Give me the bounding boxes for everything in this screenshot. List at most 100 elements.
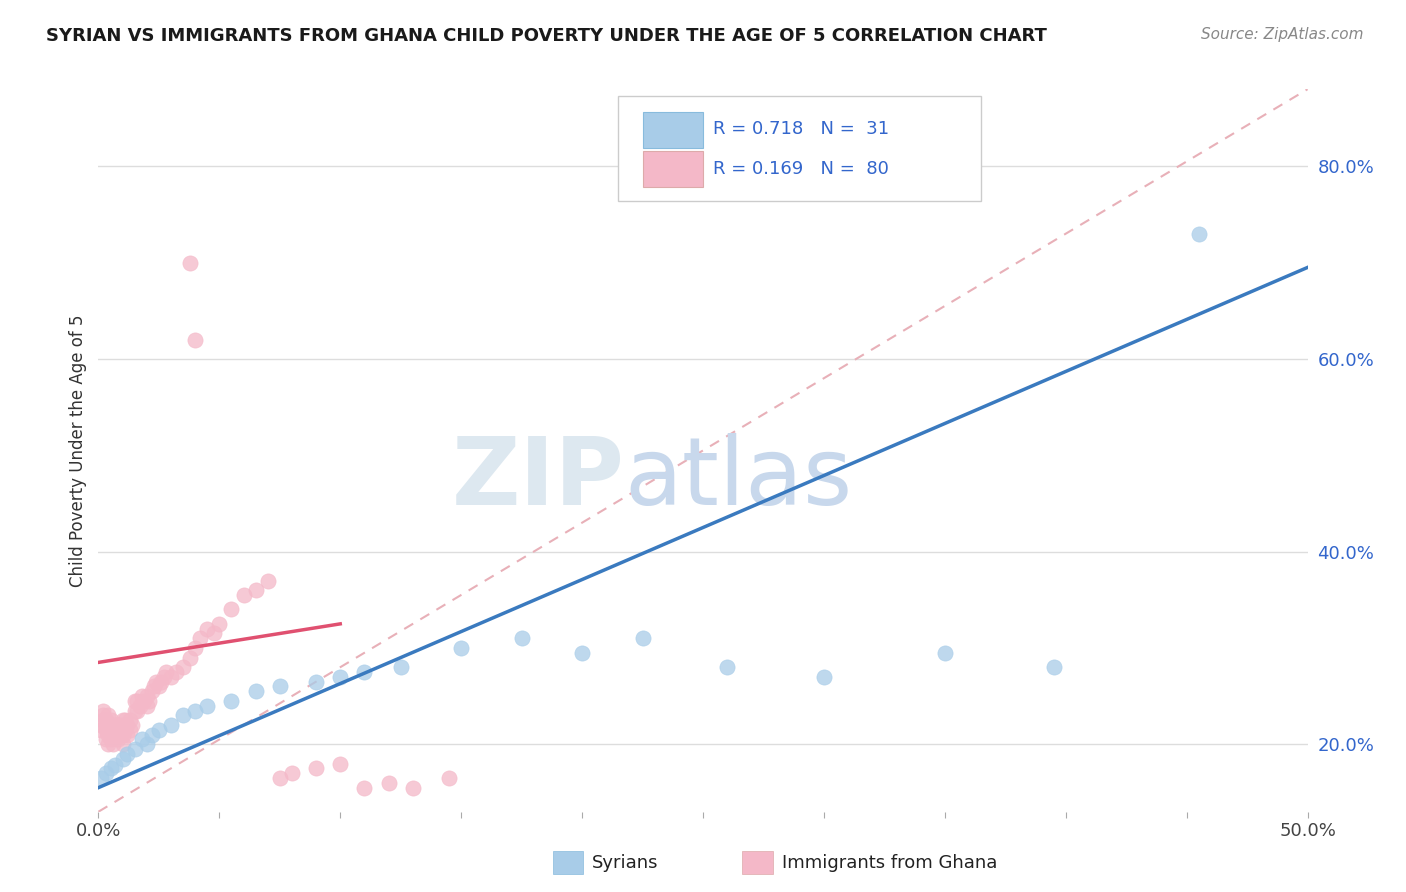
Point: [128, 698, 150, 713]
Point: [1042, 660, 1064, 674]
Point: [91, 708, 114, 723]
Point: [107, 723, 129, 737]
Point: [127, 694, 149, 708]
Point: [100, 723, 122, 737]
Point: [100, 732, 122, 747]
Point: [329, 756, 352, 771]
Point: [184, 333, 207, 347]
Point: [148, 680, 170, 694]
Point: [232, 588, 254, 602]
Point: [152, 670, 174, 684]
Point: [208, 616, 231, 631]
Point: [179, 255, 201, 269]
Point: [155, 665, 177, 679]
Point: [108, 718, 131, 732]
Point: [269, 771, 291, 785]
Point: [124, 694, 146, 708]
Point: [104, 758, 127, 772]
Point: [107, 732, 129, 747]
Point: [101, 723, 124, 737]
Point: [245, 583, 267, 598]
Point: [135, 698, 157, 713]
Text: R = 0.718   N =  31: R = 0.718 N = 31: [713, 120, 889, 138]
Point: [184, 704, 207, 718]
Text: Syrians: Syrians: [592, 854, 658, 871]
Point: [111, 713, 134, 727]
Point: [437, 771, 460, 785]
Point: [329, 670, 352, 684]
Point: [150, 674, 173, 689]
Point: [131, 732, 153, 747]
Point: [124, 704, 146, 718]
Text: Immigrants from Ghana: Immigrants from Ghana: [782, 854, 997, 871]
Point: [97, 728, 120, 742]
Point: [100, 718, 122, 732]
Point: [353, 665, 375, 679]
Point: [184, 640, 207, 655]
Point: [135, 689, 157, 703]
Text: Source: ZipAtlas.com: Source: ZipAtlas.com: [1201, 27, 1364, 42]
Point: [91, 704, 114, 718]
Point: [305, 674, 328, 689]
Point: [118, 723, 141, 737]
Point: [510, 632, 533, 646]
Text: R = 0.169   N =  80: R = 0.169 N = 80: [713, 160, 889, 178]
Point: [269, 680, 291, 694]
FancyBboxPatch shape: [643, 151, 703, 186]
Point: [141, 728, 163, 742]
Point: [134, 694, 156, 708]
Point: [117, 718, 139, 732]
Point: [117, 728, 139, 742]
Point: [108, 723, 131, 737]
Point: [135, 737, 157, 751]
Point: [143, 680, 166, 694]
Point: [111, 718, 134, 732]
Point: [813, 670, 835, 684]
Point: [118, 713, 141, 727]
Point: [111, 728, 134, 742]
Point: [94, 766, 117, 780]
Point: [281, 766, 304, 780]
Point: [107, 718, 129, 732]
Point: [195, 698, 218, 713]
Point: [97, 718, 120, 732]
Point: [97, 737, 120, 751]
Point: [117, 747, 139, 761]
Point: [100, 761, 122, 775]
Point: [221, 694, 243, 708]
Point: [221, 602, 243, 616]
Y-axis label: Child Poverty Under the Age of 5: Child Poverty Under the Age of 5: [69, 314, 87, 587]
Point: [90, 718, 112, 732]
Point: [571, 646, 593, 660]
Point: [148, 723, 170, 737]
FancyBboxPatch shape: [619, 96, 981, 202]
Text: atlas: atlas: [624, 434, 852, 525]
Point: [165, 665, 187, 679]
Point: [245, 684, 267, 698]
Point: [204, 626, 226, 640]
Point: [141, 684, 163, 698]
Point: [127, 704, 149, 718]
Point: [160, 718, 183, 732]
Point: [172, 660, 194, 674]
Point: [90, 723, 112, 737]
Point: [450, 640, 472, 655]
Point: [121, 718, 143, 732]
Point: [91, 713, 114, 727]
Point: [138, 694, 160, 708]
Point: [188, 632, 211, 646]
Point: [104, 718, 127, 732]
Point: [160, 670, 183, 684]
Point: [179, 650, 201, 665]
Point: [172, 708, 194, 723]
Point: [101, 737, 124, 751]
Point: [97, 708, 120, 723]
Point: [108, 728, 131, 742]
Point: [305, 761, 328, 775]
Point: [377, 776, 399, 790]
Point: [111, 737, 134, 751]
Text: ZIP: ZIP: [451, 434, 624, 525]
Point: [94, 713, 117, 727]
Point: [256, 574, 278, 588]
Point: [90, 771, 112, 785]
